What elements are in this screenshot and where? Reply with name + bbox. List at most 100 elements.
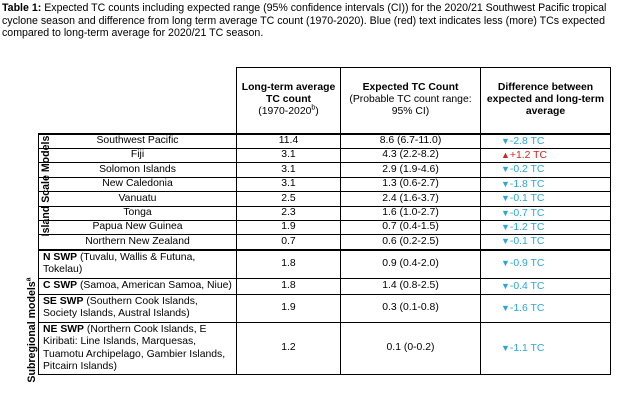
long-term-average: 3.1 [236,147,341,164]
region-name: Tonga [38,205,237,221]
island-rows-diff-value: -1.8 TC [509,178,545,190]
island-rows-diff-value: -0.2 TC [509,164,545,176]
long-term-average: 3.1 [236,176,341,193]
subregion-description: (Southern Cook Islands, Society Islands,… [43,295,198,320]
down-triangle-icon: ▼ [501,302,510,313]
island-rows-diff-cell: ▼-0.7 TC [480,205,611,221]
region-name: New Caledonia [38,176,237,193]
sub-rows-diff-value: -0.4 TC [509,280,545,292]
island-rows-diff-value: -2.8 TC [509,135,545,147]
down-triangle-icon: ▼ [501,221,510,232]
long-term-average: 1.9 [236,219,341,236]
down-triangle-icon: ▼ [501,193,510,204]
expected-count: 1.4 (0.8-2.5) [340,277,481,295]
table-row: Papua New Guinea 1.9 0.7 (0.4-1.5) ▼-1.2 TC [38,219,611,236]
down-triangle-icon: ▼ [501,342,510,353]
subregion-name: N SWP (Tuvalu, Wallis & Futuna, Tokelau) [38,249,237,279]
table-row: Fiji 3.1 4.3 (2.2-8.2) ▲+1.2 TC [38,147,611,164]
island-rows-diff-cell: ▼-0.1 TC [480,234,611,251]
table-caption: Table 1: Expected TC counts including ex… [2,2,618,40]
island-rows-diff-cell: ▲+1.2 TC [480,147,611,164]
caption-label: Table 1: [2,2,42,14]
table-row: Southwest Pacific 11.4 8.6 (6.7-11.0) ▼-2.8… [38,133,611,149]
expected-count: 1.6 (1.0-2.7) [340,205,481,221]
long-term-average: 2.5 [236,191,341,207]
expected-count: 2.4 (1.6-3.7) [340,191,481,207]
island-rows-diff-cell: ▼-1.8 TC [480,176,611,193]
expected-count: 8.6 (6.7-11.0) [340,133,481,149]
island-rows-diff-cell: ▼-2.8 TC [480,133,611,149]
expected-count: 0.3 (0.1-0.8) [340,293,481,323]
island-rows-diff-cell: ▼-0.2 TC [480,162,611,178]
header-ci-note: (Probable TC count range: 95% CI) [349,94,472,118]
island-rows-diff-value: -0.1 TC [509,236,545,248]
table-row: NE SWP (Northern Cook Islands, E Kiribat… [38,321,611,376]
table-row: Tonga 2.3 1.6 (1.0-2.7) ▼-0.7 TC [38,205,611,221]
table-row: C SWP (Samoa, American Samoa, Niue) 1.8 1.… [38,277,611,295]
header-long-term-average: Long-term average TC count (1970-2020b) [236,67,341,134]
sub-rows-diff-value: -1.1 TC [509,342,545,354]
header-corner [38,67,237,134]
subregion-description: (Tuvalu, Wallis & Futuna, Tokelau) [43,251,196,276]
expected-count: 0.9 (0.4-2.0) [340,249,481,279]
region-name: Solomon Islands [38,162,237,178]
sub-rows-diff-value: -1.6 TC [509,302,545,314]
subregion-description: (Northern Cook Islands, E Kiribati: Line… [43,323,226,372]
down-triangle-icon: ▼ [501,135,510,146]
long-term-average: 11.4 [236,133,341,149]
tc-count-table: Long-term average TC count (1970-2020b) … [38,67,611,376]
region-name: Papua New Guinea [38,219,237,236]
table-row: Northern New Zealand 0.7 0.6 (0.2-2.5) ▼-0.… [38,234,611,251]
island-rows-diff-cell: ▼-0.1 TC [480,191,611,207]
down-triangle-icon: ▼ [501,207,510,218]
sub-rows-diff-cell: ▼-0.4 TC [480,277,611,295]
header-expected-count: Expected TC Count (Probable TC count ran… [340,67,481,134]
down-triangle-icon: ▼ [501,178,510,189]
group-label-subregional: Subregional modelsa [25,277,38,383]
subregion-name: SE SWP (Southern Cook Islands, Society I… [38,293,237,323]
subregion-code: C SWP [43,280,78,292]
table-row: Vanuatu 2.5 2.4 (1.6-3.7) ▼-0.1 TC [38,191,611,207]
region-name: Southwest Pacific [38,133,237,149]
long-term-average: 0.7 [236,234,341,251]
island-rows-diff-value: -0.1 TC [509,193,545,205]
long-term-average: 1.8 [236,249,341,279]
caption-text: Expected TC counts including expected ra… [2,2,607,40]
down-triangle-icon: ▼ [501,236,510,247]
sub-rows-diff-value: -0.9 TC [509,258,545,270]
island-rows-diff-value: +1.2 TC [509,149,547,161]
expected-count: 0.7 (0.4-1.5) [340,219,481,236]
subregion-description: (Samoa, American Samoa, Niue) [79,280,232,292]
table-row: SE SWP (Southern Cook Islands, Society I… [38,293,611,323]
group-label-island-scale: Island Scale Models [40,135,52,237]
sub-rows-diff-cell: ▼-0.9 TC [480,249,611,279]
down-triangle-icon: ▼ [501,258,510,269]
long-term-average: 1.9 [236,293,341,323]
expected-count: 2.9 (1.9-4.6) [340,162,481,178]
table-row: Solomon Islands 3.1 2.9 (1.9-4.6) ▼-0.2 TC [38,162,611,178]
long-term-average: 1.2 [236,321,341,376]
down-triangle-icon: ▼ [501,164,510,175]
header-period: (1970-2020b) [258,104,319,118]
table-row: N SWP (Tuvalu, Wallis & Futuna, Tokelau)… [38,249,611,279]
island-rows-diff-cell: ▼-1.2 TC [480,219,611,236]
subregion-code: N SWP [43,251,78,263]
subregion-code: SE SWP [43,295,84,307]
expected-count: 0.1 (0-0.2) [340,321,481,376]
subregion-code: NE SWP [43,323,84,335]
down-triangle-icon: ▼ [501,280,510,291]
island-rows-diff-value: -1.2 TC [509,221,545,233]
sub-rows-diff-cell: ▼-1.1 TC [480,321,611,376]
sub-rows-diff-cell: ▼-1.6 TC [480,293,611,323]
header-difference: Difference between expected and long-ter… [480,67,611,134]
region-name: Fiji [38,147,237,164]
up-triangle-icon: ▲ [501,149,510,160]
table-row: New Caledonia 3.1 1.3 (0.6-2.7) ▼-1.8 TC [38,176,611,193]
expected-count: 0.6 (0.2-2.5) [340,234,481,251]
long-term-average: 3.1 [236,162,341,178]
expected-count: 1.3 (0.6-2.7) [340,176,481,193]
island-rows-diff-value: -0.7 TC [509,207,545,219]
expected-count: 4.3 (2.2-8.2) [340,147,481,164]
island-scale-rows: Southwest Pacific 11.4 8.6 (6.7-11.0) ▼-2.8… [38,133,611,251]
